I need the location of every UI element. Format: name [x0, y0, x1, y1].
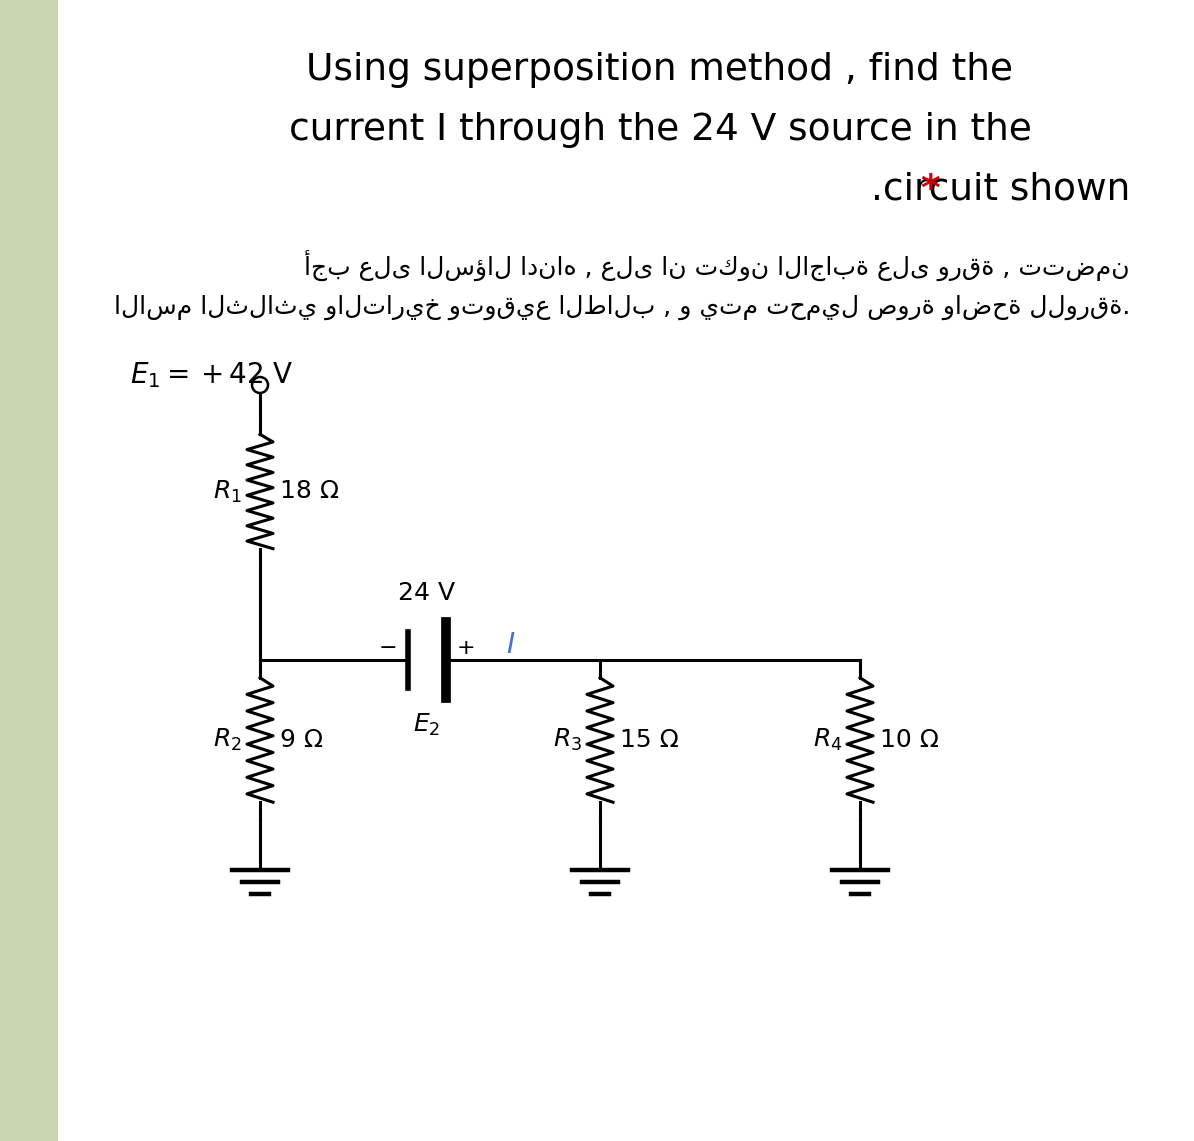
Text: $R_2$: $R_2$	[214, 727, 242, 753]
Text: −: −	[378, 638, 398, 658]
Text: $R_4$: $R_4$	[813, 727, 842, 753]
Text: +: +	[456, 638, 475, 658]
Text: I: I	[506, 631, 515, 659]
Text: $R_1$: $R_1$	[214, 478, 242, 504]
Text: 24 V: 24 V	[399, 581, 456, 605]
Text: $R_3$: $R_3$	[553, 727, 581, 753]
Text: 10 Ω: 10 Ω	[880, 728, 938, 752]
Text: Using superposition method , find the: Using superposition method , find the	[307, 52, 1014, 88]
Text: الاسم الثلاثي والتاريخ وتوقيع الطالب , و يتم تحميل صورة واضحة للورقة.: الاسم الثلاثي والتاريخ وتوقيع الطالب , و…	[113, 296, 1130, 321]
Text: $E_1 = +42$ V: $E_1 = +42$ V	[130, 361, 294, 390]
Text: $E_2$: $E_2$	[413, 712, 441, 738]
Text: 15 Ω: 15 Ω	[620, 728, 679, 752]
Bar	[0, 0, 59, 1141]
Text: current I through the 24 V source in the: current I through the 24 V source in the	[289, 112, 1032, 148]
Text: 18 Ω: 18 Ω	[281, 479, 339, 503]
Text: *: *	[921, 172, 940, 208]
Text: أجب على السؤال ادناه , على ان تكون الاجابة على ورقة , تتضمن: أجب على السؤال ادناه , على ان تكون الاجا…	[304, 250, 1130, 281]
Text: .circuit shown: .circuit shown	[870, 172, 1130, 208]
Text: 9 Ω: 9 Ω	[281, 728, 324, 752]
